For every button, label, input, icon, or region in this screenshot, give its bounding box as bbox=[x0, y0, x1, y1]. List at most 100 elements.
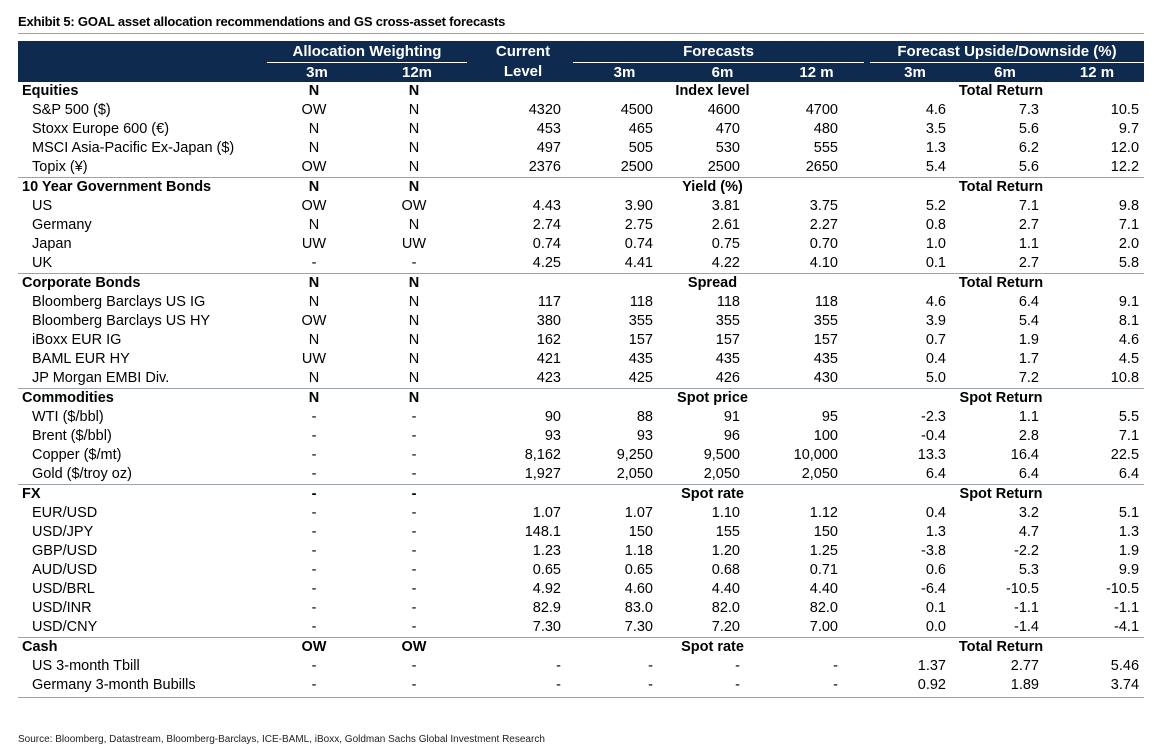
section-header-row: FX - - Spot rate Spot Return bbox=[18, 485, 1144, 505]
cell-u6: 1.89 bbox=[1010, 677, 1039, 693]
cell-f3: 1.18 bbox=[624, 543, 653, 559]
cell-label: Topix (¥) bbox=[18, 158, 264, 178]
cell-f6: 2,050 bbox=[670, 465, 763, 485]
cell-label: AUD/USD bbox=[32, 562, 98, 578]
cell-a12: - bbox=[364, 254, 464, 274]
cell-a3: - bbox=[311, 409, 317, 425]
cell-a3: - bbox=[311, 543, 317, 559]
cell-u12: 9.8 bbox=[1118, 198, 1140, 214]
table-row: AUD/USD - - 0.65 0.65 0.68 0.71 0.6 5.3 9.9 bbox=[18, 561, 1144, 580]
table-header: Allocation Weighting Current Level Forec… bbox=[18, 41, 1144, 82]
cell-a3: OW bbox=[301, 198, 327, 214]
cell-u3: 0.8 bbox=[925, 217, 946, 233]
cell-u3: 1.3 bbox=[925, 524, 946, 540]
cell-f3: 1.07 bbox=[624, 505, 653, 521]
table-row: S&P 500 ($) OW N 4320 4500 4600 4700 4.6 7.3 10.5 bbox=[18, 101, 1144, 120]
cell-a3: N bbox=[308, 140, 320, 156]
cell-u3: 0.1 bbox=[925, 600, 946, 616]
section-name: Commodities bbox=[22, 390, 114, 406]
cell-u12: 5.5 bbox=[1118, 409, 1140, 425]
cell-label: USD/INR bbox=[32, 600, 92, 616]
cell-u12: -10.5 bbox=[1105, 581, 1140, 597]
cell-u12: 10.5 bbox=[1110, 102, 1140, 118]
cell-u3: 3.9 bbox=[925, 313, 946, 329]
cell-f3: - bbox=[648, 677, 653, 693]
cell-f6: 3.81 bbox=[711, 198, 740, 214]
section-name: Cash bbox=[22, 639, 58, 655]
cell-u3: 0.92 bbox=[917, 677, 946, 693]
table-row: US OW OW 4.43 3.90 3.81 3.75 5.2 7.1 9.8 bbox=[18, 197, 1144, 216]
cell-label: USD/CNY bbox=[18, 618, 264, 638]
cell-a12: N bbox=[408, 102, 420, 118]
cell-a3: - bbox=[311, 447, 317, 463]
cell-u6: 6.2 bbox=[1018, 140, 1039, 156]
cell-label: BAML EUR HY bbox=[32, 351, 130, 367]
cell-label: S&P 500 ($) bbox=[32, 102, 111, 118]
cell-f3: 118 bbox=[629, 294, 653, 310]
cell-a12: N bbox=[408, 140, 420, 156]
cell-f6: 96 bbox=[723, 428, 740, 444]
cell-u3: 0.7 bbox=[925, 332, 946, 348]
header-current-top: Current bbox=[495, 43, 551, 60]
cell-f6: 2.61 bbox=[711, 217, 740, 233]
table-row: WTI ($/bbl) - - 90 88 91 95 -2.3 1.1 5.5 bbox=[18, 408, 1144, 427]
cell-label: Bloomberg Barclays US HY bbox=[32, 313, 211, 329]
cell-label: iBoxx EUR IG bbox=[32, 332, 122, 348]
header-sub-alloc-3m: 3m bbox=[306, 64, 328, 81]
cell-cur: - bbox=[556, 677, 561, 693]
section-current-blank bbox=[464, 178, 567, 198]
cell-u6: 2.77 bbox=[1010, 658, 1039, 674]
cell-a12: - bbox=[411, 581, 417, 597]
cell-u3: 4.6 bbox=[925, 294, 946, 310]
header-sub-up-6m: 6m bbox=[994, 64, 1016, 81]
cell-label: USD/BRL bbox=[32, 581, 95, 597]
table-row: GBP/USD - - 1.23 1.18 1.20 1.25 -3.8 -2.2 1.9 bbox=[18, 542, 1144, 561]
header-forecasts-underline bbox=[573, 62, 864, 63]
cell-f12: 150 bbox=[813, 524, 838, 540]
cell-a12: N bbox=[408, 313, 420, 329]
cell-u12: 2.0 bbox=[1118, 236, 1140, 252]
cell-a3: - bbox=[311, 524, 317, 540]
header-upside-underline bbox=[870, 62, 1144, 63]
section-alloc-12m: N bbox=[408, 390, 420, 406]
cell-cur: 117 bbox=[537, 294, 561, 310]
cell-u12: 12.2 bbox=[1044, 158, 1145, 178]
cell-u6: -1.1 bbox=[1014, 600, 1039, 616]
cell-f3: 2.75 bbox=[624, 217, 653, 233]
cell-u12: 7.1 bbox=[1118, 428, 1140, 444]
cell-f3: 465 bbox=[628, 121, 653, 137]
cell-u6: 1.9 bbox=[1018, 332, 1039, 348]
section-alloc-12m: OW bbox=[401, 639, 427, 655]
header-sub-fc-3m: 3m bbox=[613, 64, 636, 81]
table-row: UK - -4.25 4.41 4.22 4.10 0.1 2.7 5.8 bbox=[18, 254, 1145, 274]
cell-u12: 10.8 bbox=[1044, 369, 1145, 389]
table-row: MSCI Asia-Pacific Ex-Japan ($) N N 497 505 53… bbox=[18, 139, 1144, 158]
cell-label: EUR/USD bbox=[32, 505, 98, 521]
section-return-label: Total Return bbox=[958, 275, 1044, 291]
title-rule bbox=[18, 33, 1144, 34]
cell-a3: N bbox=[264, 369, 364, 389]
cell-a3: - bbox=[264, 465, 364, 485]
cell-u3: 1.37 bbox=[917, 658, 946, 674]
cell-label: UK bbox=[18, 254, 264, 274]
cell-u12: 12.0 bbox=[1110, 140, 1140, 156]
cell-a3: UW bbox=[301, 236, 327, 252]
cell-f3: 0.74 bbox=[624, 236, 653, 252]
cell-f12: 430 bbox=[763, 369, 858, 389]
cell-cur: 4.43 bbox=[532, 198, 561, 214]
cell-f12: 0.70 bbox=[809, 236, 838, 252]
cell-cur: 4.25 bbox=[464, 254, 567, 274]
cell-u12: 6.4 bbox=[1044, 465, 1145, 485]
cell-f3: 4500 bbox=[620, 102, 653, 118]
bottom-rule bbox=[18, 697, 1144, 698]
section-current-blank bbox=[464, 274, 567, 294]
cell-u3: 1.0 bbox=[925, 236, 946, 252]
cell-f12: 4.40 bbox=[809, 581, 838, 597]
cell-a3: - bbox=[264, 254, 364, 274]
section-return-label: Spot Return bbox=[959, 486, 1043, 502]
cell-u3: 6.4 bbox=[858, 465, 954, 485]
cell-cur: 1.07 bbox=[532, 505, 561, 521]
cell-f12: - bbox=[833, 677, 838, 693]
cell-cur: 82.9 bbox=[532, 600, 561, 616]
header-sub-fc-6m: 6m bbox=[711, 64, 734, 81]
